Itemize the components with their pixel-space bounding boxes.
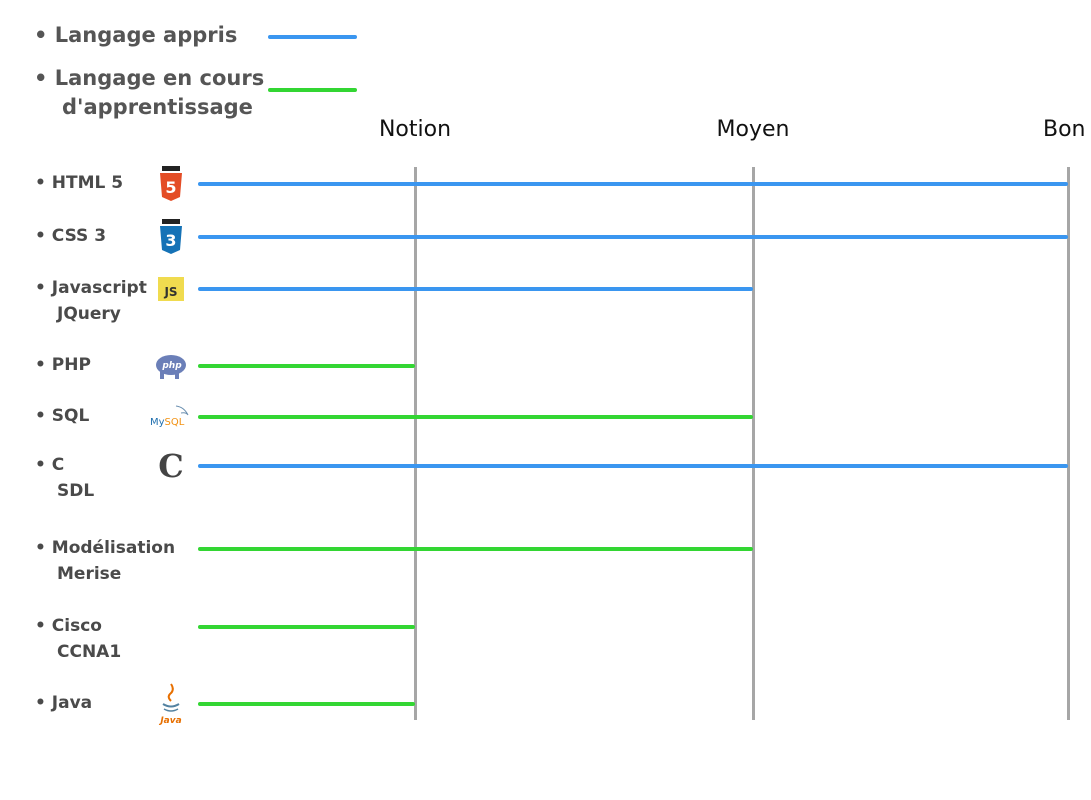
row-label-java: • Java xyxy=(35,693,93,713)
bar-javascript xyxy=(198,287,753,291)
bar-php xyxy=(198,364,415,368)
row-label-c-line2: SDL xyxy=(57,481,95,501)
svg-text:php: php xyxy=(161,361,182,371)
level-label-bon: Bon xyxy=(1043,117,1086,142)
js-icon: JS xyxy=(158,277,184,301)
row-label-html-5: • HTML 5 xyxy=(35,173,124,193)
row-label-javascript: • Javascript xyxy=(35,278,147,298)
legend-item-learning-label: • Langage en cours xyxy=(34,66,265,90)
row-label-javascript-line2: JQuery xyxy=(57,304,121,324)
bar-cisco xyxy=(198,625,415,629)
bar-sql xyxy=(198,415,753,419)
row-label-mod-lisation-line2: Merise xyxy=(57,564,122,584)
bar-html-5 xyxy=(198,182,1068,186)
java-icon: Java xyxy=(157,682,185,726)
legend-item-learning-text-1: Langage en cours xyxy=(54,66,265,90)
bar-c xyxy=(198,464,1068,468)
row-label-php: • PHP xyxy=(35,355,91,375)
row-label-cisco-line2: CCNA1 xyxy=(57,642,122,662)
level-label-notion: Notion xyxy=(378,117,452,142)
gridline-bon xyxy=(1067,167,1070,720)
svg-text:MySQL: MySQL xyxy=(150,417,185,428)
c-icon: C xyxy=(158,447,184,485)
row-label-sql: • SQL xyxy=(35,406,90,426)
mysql-icon: MySQL xyxy=(150,403,194,431)
bar-css-3 xyxy=(198,235,1068,239)
html5-icon: 5 xyxy=(158,166,184,202)
legend-item-learning-label-line2: d'apprentissage xyxy=(62,95,253,119)
gridline-notion xyxy=(414,167,417,720)
php-icon: php xyxy=(153,354,189,380)
row-label-cisco: • Cisco xyxy=(35,616,102,636)
svg-text:5: 5 xyxy=(165,178,176,197)
gridline-moyen xyxy=(752,167,755,720)
legend-item-learned-swatch xyxy=(268,35,357,39)
legend-item-learned-label: • Langage appris xyxy=(34,23,238,47)
legend-item-learning-swatch xyxy=(268,88,357,92)
row-label-mod-lisation: • Modélisation xyxy=(35,538,176,558)
svg-text:3: 3 xyxy=(165,231,176,250)
row-label-c: • C xyxy=(35,455,65,475)
css3-icon: 3 xyxy=(158,219,184,255)
svg-text:Java: Java xyxy=(158,716,181,726)
bar-mod-lisation xyxy=(198,547,753,551)
bar-java xyxy=(198,702,415,706)
row-label-css-3: • CSS 3 xyxy=(35,226,107,246)
legend-item-learned-text: Langage appris xyxy=(54,23,238,47)
level-label-moyen: Moyen xyxy=(716,117,790,142)
